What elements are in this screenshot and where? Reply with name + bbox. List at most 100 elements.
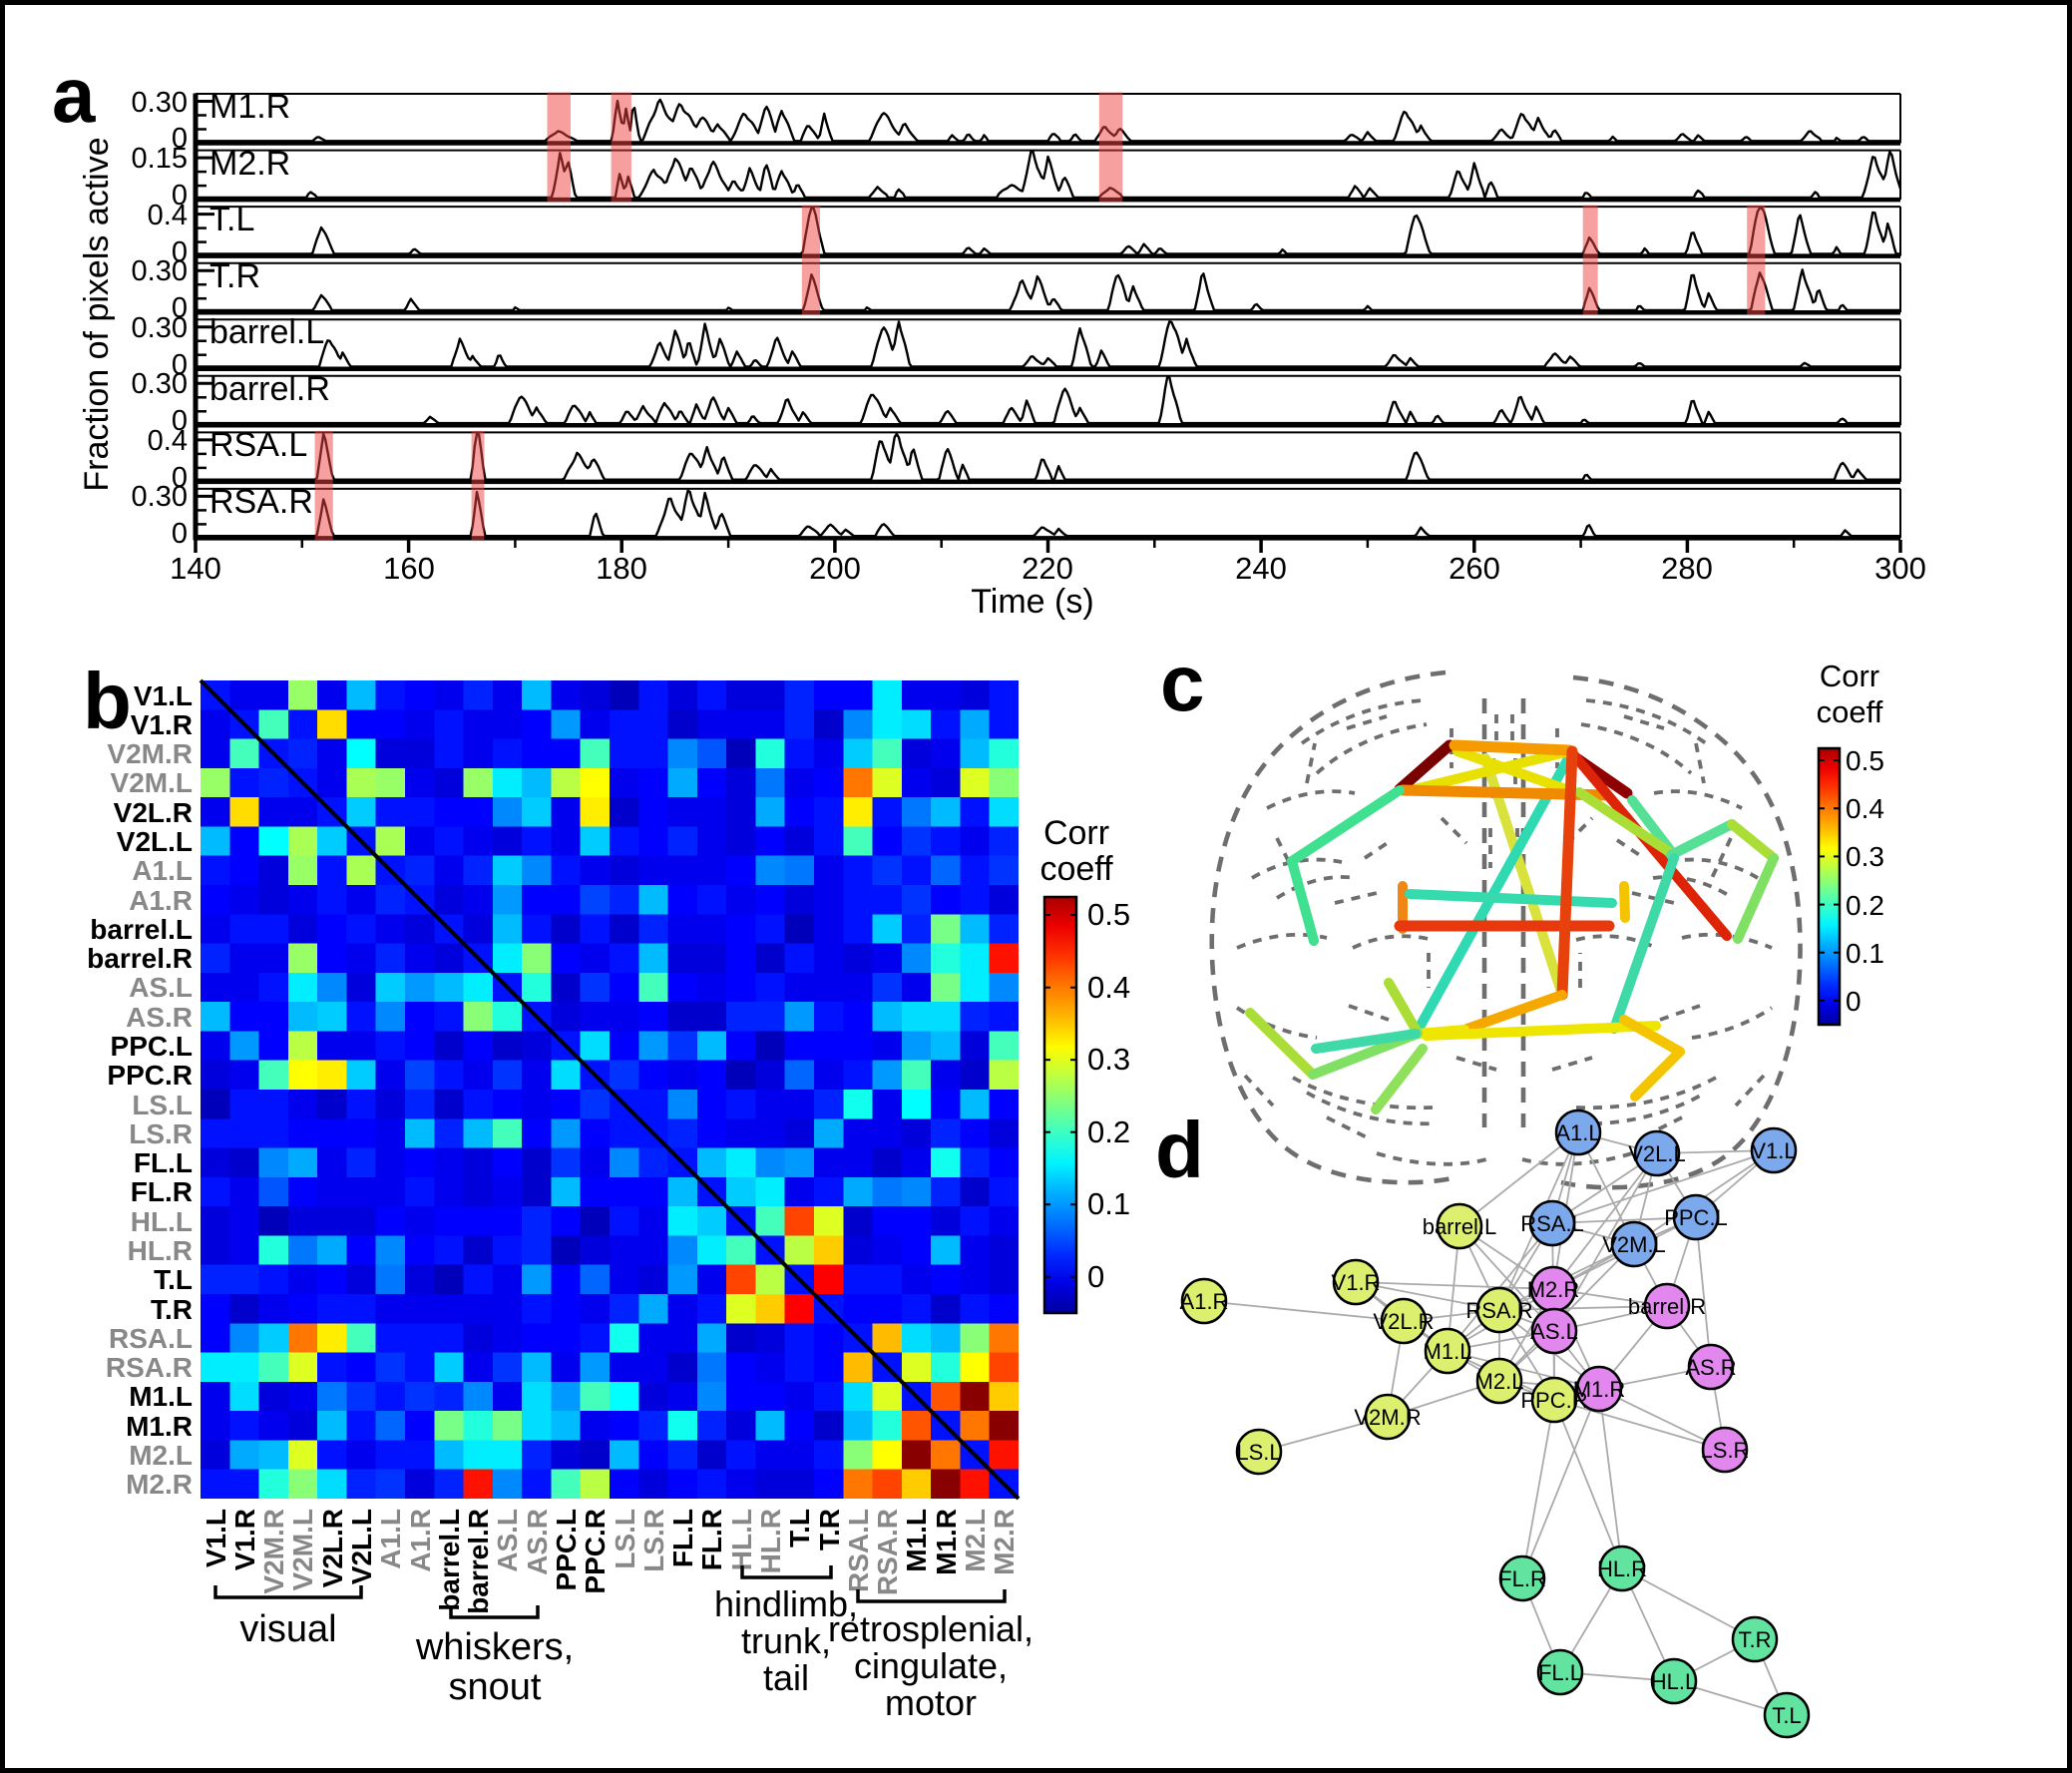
svg-text:0.5: 0.5	[1846, 745, 1884, 776]
svg-text:280: 280	[1661, 551, 1713, 586]
svg-text:T.R: T.R	[1739, 1627, 1772, 1652]
svg-text:160: 160	[383, 551, 435, 586]
svg-text:A1.L: A1.L	[132, 855, 193, 886]
svg-text:FL.R: FL.R	[131, 1176, 193, 1207]
svg-text:coeff: coeff	[1817, 694, 1883, 729]
svg-text:0: 0	[172, 292, 188, 324]
svg-text:barrel.R: barrel.R	[209, 370, 330, 408]
svg-text:coeff: coeff	[1039, 850, 1113, 888]
svg-text:A1.L: A1.L	[1555, 1120, 1600, 1145]
svg-text:A1.L: A1.L	[375, 1509, 406, 1569]
svg-text:V2M.R: V2M.R	[1354, 1405, 1421, 1430]
svg-text:barrel.L: barrel.L	[209, 313, 324, 351]
svg-text:AS.R: AS.R	[126, 1002, 193, 1033]
svg-text:LS.R: LS.R	[638, 1509, 669, 1572]
svg-text:M2.L: M2.L	[129, 1440, 193, 1471]
svg-text:c: c	[1160, 639, 1205, 727]
svg-text:T.R: T.R	[814, 1509, 845, 1551]
svg-text:M1.L: M1.L	[1424, 1339, 1472, 1364]
svg-text:T.L: T.L	[784, 1509, 815, 1548]
svg-text:b: b	[83, 657, 132, 745]
svg-text:LS.R: LS.R	[1701, 1438, 1750, 1463]
svg-text:snout: snout	[449, 1666, 542, 1708]
svg-text:Corr: Corr	[1820, 659, 1879, 693]
svg-text:V2L.R: V2L.R	[317, 1509, 348, 1587]
svg-text:FL.R: FL.R	[1498, 1566, 1546, 1591]
svg-text:M1.R: M1.R	[126, 1411, 193, 1442]
svg-text:V1.L: V1.L	[134, 680, 193, 711]
svg-text:T.L: T.L	[209, 201, 254, 238]
svg-text:V2L.R: V2L.R	[114, 797, 193, 828]
svg-text:0.2: 0.2	[1087, 1114, 1130, 1149]
svg-text:V2M.R: V2M.R	[107, 738, 193, 769]
svg-text:PPC.R: PPC.R	[107, 1060, 193, 1091]
svg-text:T.L: T.L	[154, 1264, 193, 1295]
svg-text:FL.L: FL.L	[134, 1147, 193, 1178]
svg-text:RSA.L: RSA.L	[843, 1509, 874, 1592]
svg-text:Time (s): Time (s)	[971, 583, 1093, 621]
svg-text:Fraction of pixels active: Fraction of pixels active	[78, 137, 116, 491]
svg-text:0: 0	[172, 180, 188, 212]
svg-text:0.2: 0.2	[1846, 890, 1884, 921]
svg-text:cingulate,: cingulate,	[854, 1645, 1008, 1686]
svg-text:AS.R: AS.R	[522, 1509, 553, 1575]
svg-text:AS.L: AS.L	[129, 972, 193, 1003]
svg-text:V2L.L: V2L.L	[1628, 1141, 1686, 1166]
svg-text:PPC.R: PPC.R	[580, 1509, 611, 1594]
svg-text:PPC.L: PPC.L	[111, 1031, 193, 1062]
svg-text:retrosplenial,: retrosplenial,	[828, 1608, 1034, 1649]
svg-text:260: 260	[1449, 551, 1500, 586]
svg-text:0.30: 0.30	[132, 481, 188, 513]
svg-text:d: d	[1155, 1106, 1204, 1194]
svg-text:HL.L: HL.L	[131, 1206, 193, 1237]
svg-text:140: 140	[170, 551, 221, 586]
svg-text:180: 180	[596, 551, 647, 586]
svg-text:M1.R: M1.R	[209, 88, 290, 126]
svg-text:LS.L: LS.L	[1236, 1440, 1281, 1465]
svg-text:V2L.R: V2L.R	[1373, 1309, 1434, 1334]
svg-text:FL.R: FL.R	[696, 1509, 727, 1570]
svg-text:M2.R: M2.R	[1527, 1277, 1580, 1302]
svg-text:barrel.L: barrel.L	[434, 1509, 465, 1611]
svg-text:V1.R: V1.R	[1332, 1270, 1381, 1295]
svg-text:M2.L: M2.L	[960, 1509, 991, 1572]
svg-text:0.30: 0.30	[132, 255, 188, 287]
svg-text:FL.L: FL.L	[1538, 1660, 1582, 1685]
svg-text:LS.L: LS.L	[610, 1509, 640, 1569]
svg-text:0: 0	[172, 123, 188, 155]
svg-text:FL.L: FL.L	[667, 1509, 698, 1567]
svg-text:RSA.L: RSA.L	[109, 1323, 193, 1354]
svg-text:0.4: 0.4	[148, 425, 188, 457]
svg-text:AS.R: AS.R	[1685, 1355, 1736, 1380]
svg-text:0.4: 0.4	[1846, 793, 1884, 824]
svg-text:A1.R: A1.R	[1180, 1289, 1229, 1314]
svg-text:0.30: 0.30	[132, 368, 188, 400]
svg-text:0: 0	[1846, 986, 1862, 1017]
svg-text:tail: tail	[763, 1657, 809, 1698]
svg-text:M2.R: M2.R	[989, 1509, 1020, 1575]
svg-text:Corr: Corr	[1043, 814, 1109, 852]
svg-text:V1.L: V1.L	[1751, 1138, 1796, 1163]
svg-text:whiskers,: whiskers,	[415, 1626, 574, 1668]
svg-text:0.15: 0.15	[132, 143, 188, 175]
svg-text:HL.L: HL.L	[1651, 1669, 1697, 1694]
svg-text:0.30: 0.30	[132, 87, 188, 119]
svg-text:T.R: T.R	[151, 1294, 193, 1325]
svg-text:M1.L: M1.L	[901, 1509, 932, 1572]
svg-text:V1.R: V1.R	[229, 1509, 260, 1570]
svg-text:V2M.L: V2M.L	[287, 1509, 318, 1590]
svg-text:barrel.L: barrel.L	[90, 914, 193, 945]
svg-text:0.1: 0.1	[1087, 1186, 1130, 1221]
svg-text:M1.L: M1.L	[129, 1381, 193, 1412]
svg-text:0: 0	[1087, 1259, 1104, 1294]
svg-text:T.R: T.R	[209, 257, 260, 295]
svg-text:HL.L: HL.L	[726, 1509, 757, 1570]
svg-text:barrel.R: barrel.R	[463, 1509, 494, 1614]
svg-text:RSA.R: RSA.R	[872, 1509, 903, 1595]
svg-text:visual: visual	[239, 1608, 336, 1650]
svg-text:barrel.R: barrel.R	[87, 943, 193, 974]
svg-text:M2.R: M2.R	[209, 145, 290, 183]
svg-text:LS.R: LS.R	[129, 1118, 193, 1149]
svg-text:0: 0	[172, 405, 188, 437]
svg-text:V2M.L: V2M.L	[111, 767, 193, 798]
